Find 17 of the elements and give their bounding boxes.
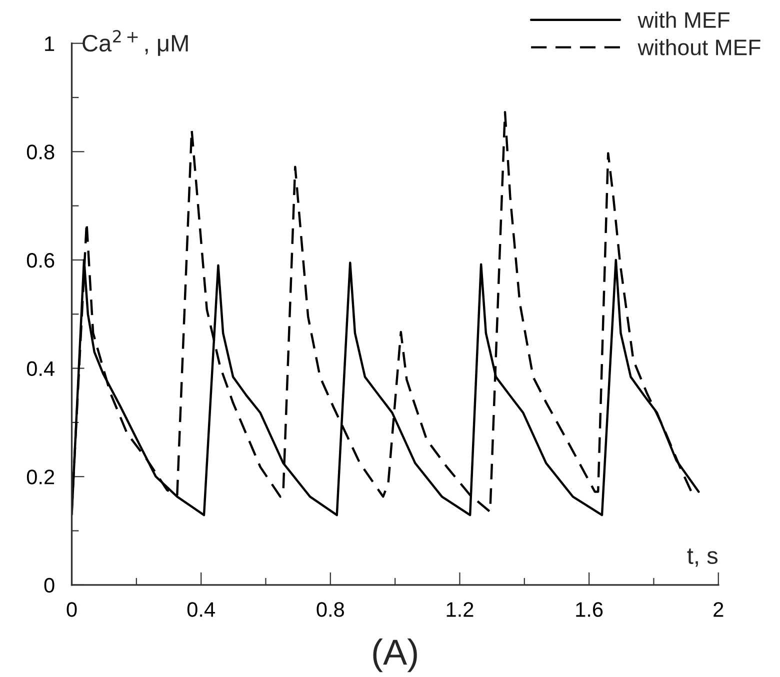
y-tick-label: 0.2 — [26, 470, 54, 484]
legend-label: without MEF — [638, 38, 760, 56]
x-tick-label: 0.4 — [187, 602, 215, 617]
x-axis-title: t, s — [687, 548, 718, 567]
y-tick-label: 0.6 — [26, 252, 54, 268]
y-axis-title: Ca$^{2+}$, μM — [82, 30, 188, 56]
x-tick-label: 2 — [714, 602, 724, 617]
x-tick-label: 0 — [66, 602, 77, 617]
text: (A) — [373, 638, 417, 672]
y-tick-label: 0.4 — [26, 361, 54, 376]
x-tick-label: 1.6 — [576, 602, 603, 617]
y-tick-label: 0 — [44, 578, 54, 593]
x-tick-label: 1.2 — [446, 602, 474, 617]
legend-label: with MEF — [638, 12, 730, 28]
y-tick-label: 0.8 — [26, 144, 54, 160]
x-tick-label: 0.8 — [316, 602, 344, 617]
y-tick-label: 1 — [45, 36, 54, 51]
